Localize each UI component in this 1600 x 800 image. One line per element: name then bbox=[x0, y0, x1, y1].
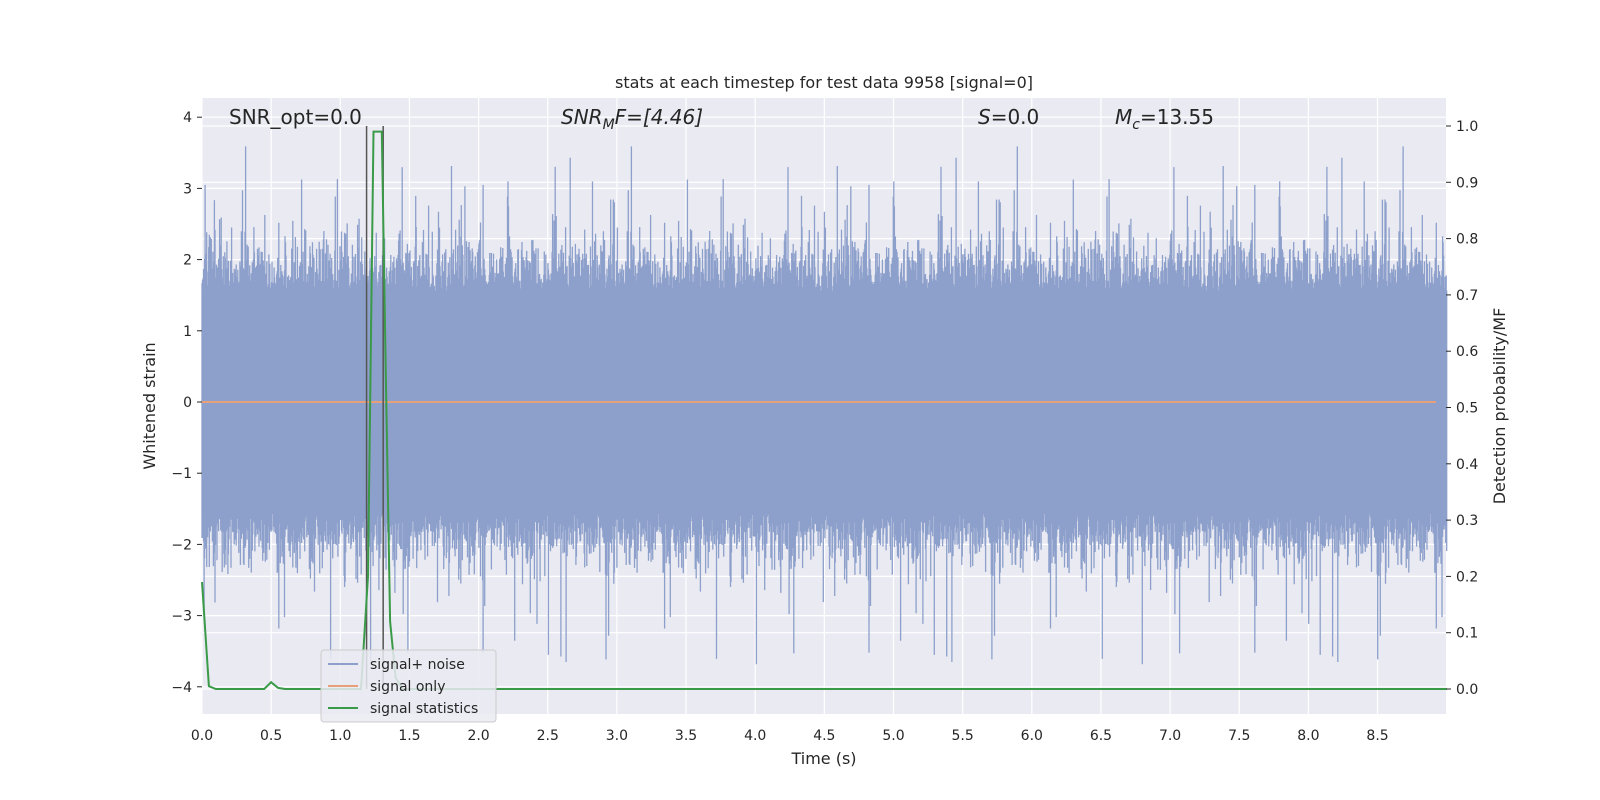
legend-label-signal-plus-noise: signal+ noise bbox=[370, 657, 465, 673]
snr-mf-main: SNR bbox=[561, 105, 603, 129]
y-left-tick-1: 3 bbox=[183, 181, 192, 197]
x-tick-0: 0.0 bbox=[191, 728, 213, 744]
x-tick-14: 7.0 bbox=[1159, 728, 1181, 744]
y-right-tick-5: 0.5 bbox=[1456, 401, 1478, 417]
s-value: =0.0 bbox=[991, 105, 1040, 129]
annotation-snr-opt: SNR_opt=0.0 bbox=[229, 105, 362, 129]
y-right-tick-0: 1.0 bbox=[1456, 119, 1478, 135]
y-left-tick-labels: 4 3 2 1 0 −1 −2 −3 −4 bbox=[171, 110, 202, 696]
y-right-tick-9: 0.1 bbox=[1456, 626, 1478, 642]
y-right-tick-4: 0.6 bbox=[1456, 344, 1478, 360]
x-tick-4: 2.0 bbox=[467, 728, 489, 744]
x-tick-9: 4.5 bbox=[813, 728, 835, 744]
y-left-tick-5: −1 bbox=[171, 466, 192, 482]
x-tick-2: 1.0 bbox=[329, 728, 351, 744]
y-right-tick-7: 0.3 bbox=[1456, 513, 1478, 529]
mc-value: =13.55 bbox=[1140, 105, 1214, 129]
legend-label-signal-statistics: signal statistics bbox=[370, 701, 478, 717]
x-tick-10: 5.0 bbox=[882, 728, 904, 744]
x-tick-8: 4.0 bbox=[744, 728, 766, 744]
annotation-mc: Mc=13.55 bbox=[1115, 105, 1214, 133]
y-left-tick-3: 1 bbox=[183, 324, 192, 340]
x-tick-16: 8.0 bbox=[1297, 728, 1319, 744]
chart-title: stats at each timestep for test data 995… bbox=[615, 73, 1033, 92]
x-tick-15: 7.5 bbox=[1228, 728, 1250, 744]
x-tick-13: 6.5 bbox=[1090, 728, 1112, 744]
y-right-tick-1: 0.9 bbox=[1456, 175, 1478, 191]
s-label: S bbox=[978, 105, 991, 129]
x-tick-1: 0.5 bbox=[260, 728, 282, 744]
y-right-axis-label: Detection probability/MF bbox=[1490, 308, 1509, 505]
annotation-snr-mf: SNRMF=[4.46] bbox=[561, 105, 703, 133]
mc-label: M bbox=[1115, 105, 1132, 129]
annotation-s: S=0.0 bbox=[978, 105, 1039, 129]
x-tick-17: 8.5 bbox=[1366, 728, 1388, 744]
x-tick-7: 3.5 bbox=[675, 728, 697, 744]
x-tick-12: 6.0 bbox=[1021, 728, 1043, 744]
mc-sub: c bbox=[1132, 117, 1140, 133]
y-left-tick-0: 4 bbox=[183, 110, 192, 126]
y-left-tick-4: 0 bbox=[183, 395, 192, 411]
snr-mf-rest: F=[4.46] bbox=[615, 105, 703, 129]
x-tick-3: 1.5 bbox=[398, 728, 420, 744]
y-right-tick-8: 0.2 bbox=[1456, 569, 1478, 585]
x-tick-5: 2.5 bbox=[537, 728, 559, 744]
y-left-tick-2: 2 bbox=[183, 253, 192, 269]
y-right-tick-labels: 1.0 0.9 0.8 0.7 0.6 0.5 0.4 0.3 0.2 0.1 0.0 bbox=[1446, 119, 1478, 698]
y-left-tick-8: −4 bbox=[171, 680, 192, 696]
x-tick-6: 3.0 bbox=[606, 728, 628, 744]
y-left-tick-7: −3 bbox=[171, 609, 192, 625]
x-tick-11: 5.5 bbox=[952, 728, 974, 744]
x-tick-labels: 0.0 0.5 1.0 1.5 2.0 2.5 3.0 3.5 4.0 4.5 5.0 5.5 6.0 6… bbox=[191, 728, 1389, 744]
y-left-axis-label: Whitened strain bbox=[140, 342, 159, 469]
noise-trace bbox=[201, 146, 1448, 665]
snr-mf-sub: M bbox=[603, 117, 615, 133]
x-axis-label: Time (s) bbox=[790, 749, 856, 768]
y-right-tick-6: 0.4 bbox=[1456, 457, 1478, 473]
legend-label-signal-only: signal only bbox=[370, 679, 445, 695]
legend-box bbox=[320, 649, 497, 723]
legend: signal+ noise signal only signal statist… bbox=[320, 649, 497, 723]
y-right-tick-3: 0.7 bbox=[1456, 288, 1478, 304]
y-left-tick-6: −2 bbox=[171, 537, 192, 553]
y-right-tick-10: 0.0 bbox=[1456, 682, 1478, 698]
y-right-tick-2: 0.8 bbox=[1456, 232, 1478, 248]
series-signal-plus-noise bbox=[201, 146, 1448, 665]
